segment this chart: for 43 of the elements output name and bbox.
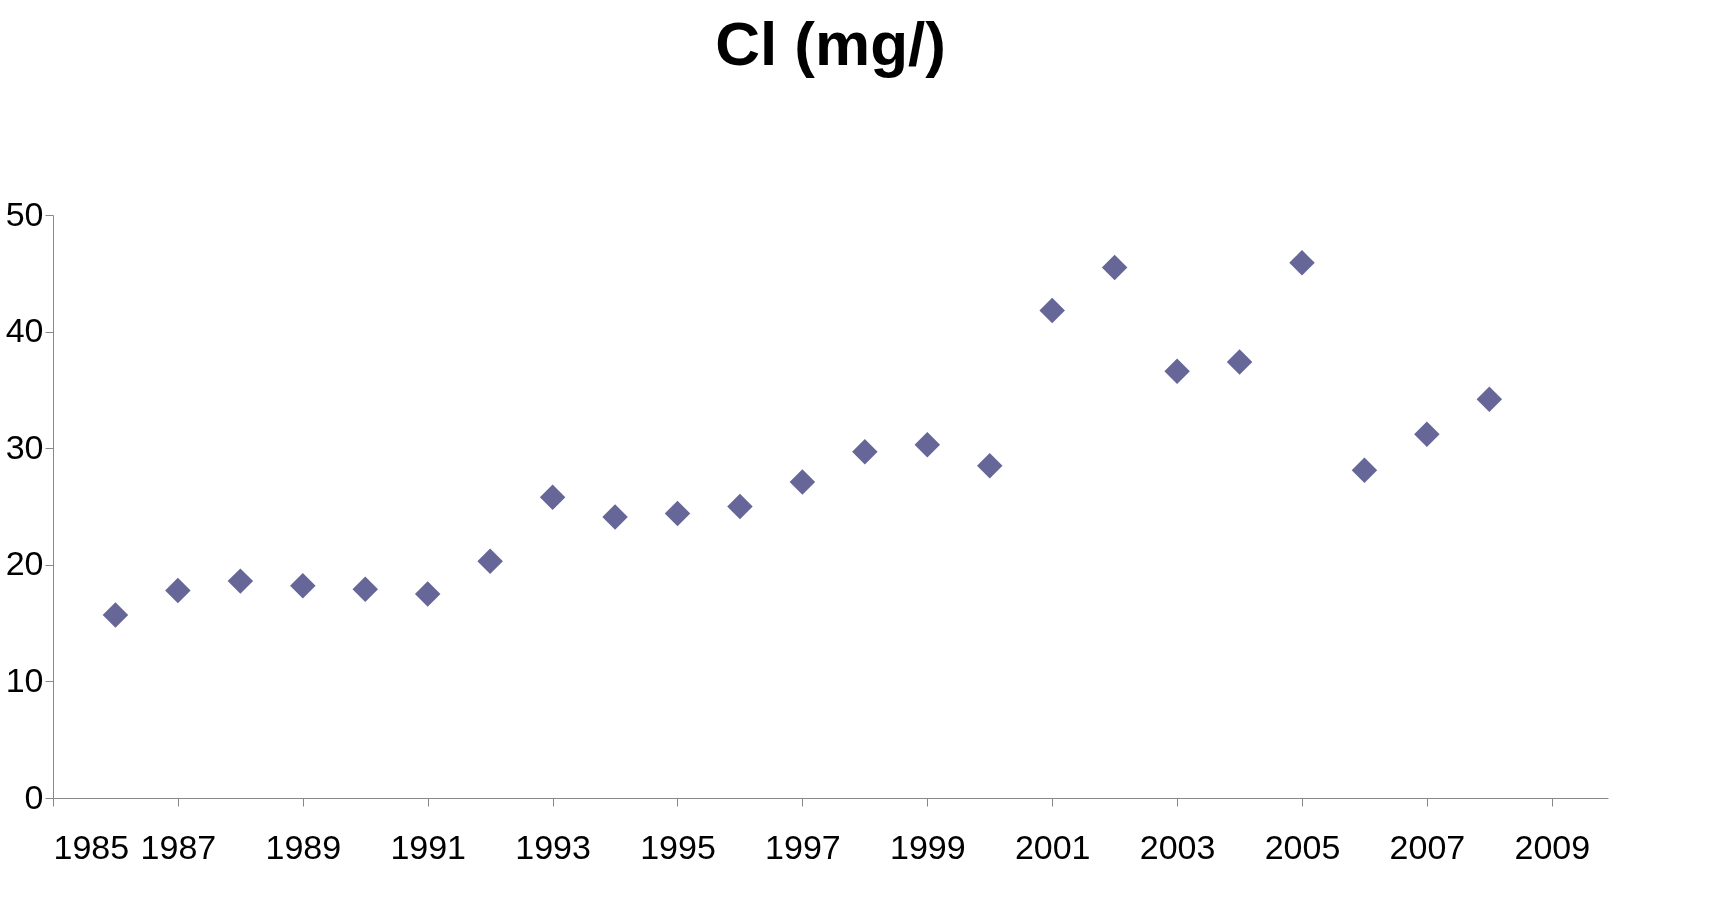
point [477, 548, 503, 575]
y-tick-label: 10 [5, 660, 44, 699]
point [1351, 457, 1378, 484]
point [1039, 297, 1065, 324]
x-tick-label: 1993 [515, 827, 591, 866]
point [1289, 250, 1315, 276]
point [1164, 358, 1190, 384]
point [977, 452, 1003, 479]
point [1226, 349, 1253, 375]
point [602, 504, 628, 530]
point [1476, 386, 1503, 412]
y-tick-label: 20 [5, 544, 44, 583]
x-tick-label: 1999 [889, 827, 966, 866]
point [914, 431, 941, 458]
point [227, 568, 254, 594]
x-tick-label: 2003 [1139, 827, 1216, 866]
x-tick-label: 2001 [1014, 827, 1091, 866]
point [102, 602, 129, 628]
point [290, 573, 316, 599]
point [789, 469, 816, 495]
y-tick-label: 40 [5, 311, 44, 350]
y-tick-label: 0 [24, 777, 44, 816]
point [539, 484, 566, 510]
y-tick-label: 50 [5, 194, 44, 233]
x-tick-label: 2005 [1264, 827, 1341, 866]
x-tick-label: 2007 [1389, 827, 1466, 866]
x-tick-label: 2009 [1514, 827, 1591, 866]
point [1101, 254, 1128, 281]
x-tick-label: 1995 [640, 827, 716, 866]
point [664, 500, 691, 527]
chart-title: Cl (mg/) [715, 9, 946, 78]
x-tick-label: 1989 [265, 827, 342, 866]
x-tick-label: 1985 [53, 827, 130, 866]
x-tick-label: 1991 [390, 827, 467, 866]
point [727, 493, 753, 520]
x-tick-label: 1997 [765, 827, 841, 866]
point [1414, 421, 1440, 447]
y-tick-label: 30 [5, 427, 44, 466]
point [414, 581, 441, 607]
point [165, 577, 191, 604]
point [852, 438, 878, 465]
point [352, 576, 378, 603]
x-tick-label: 1987 [140, 827, 217, 866]
